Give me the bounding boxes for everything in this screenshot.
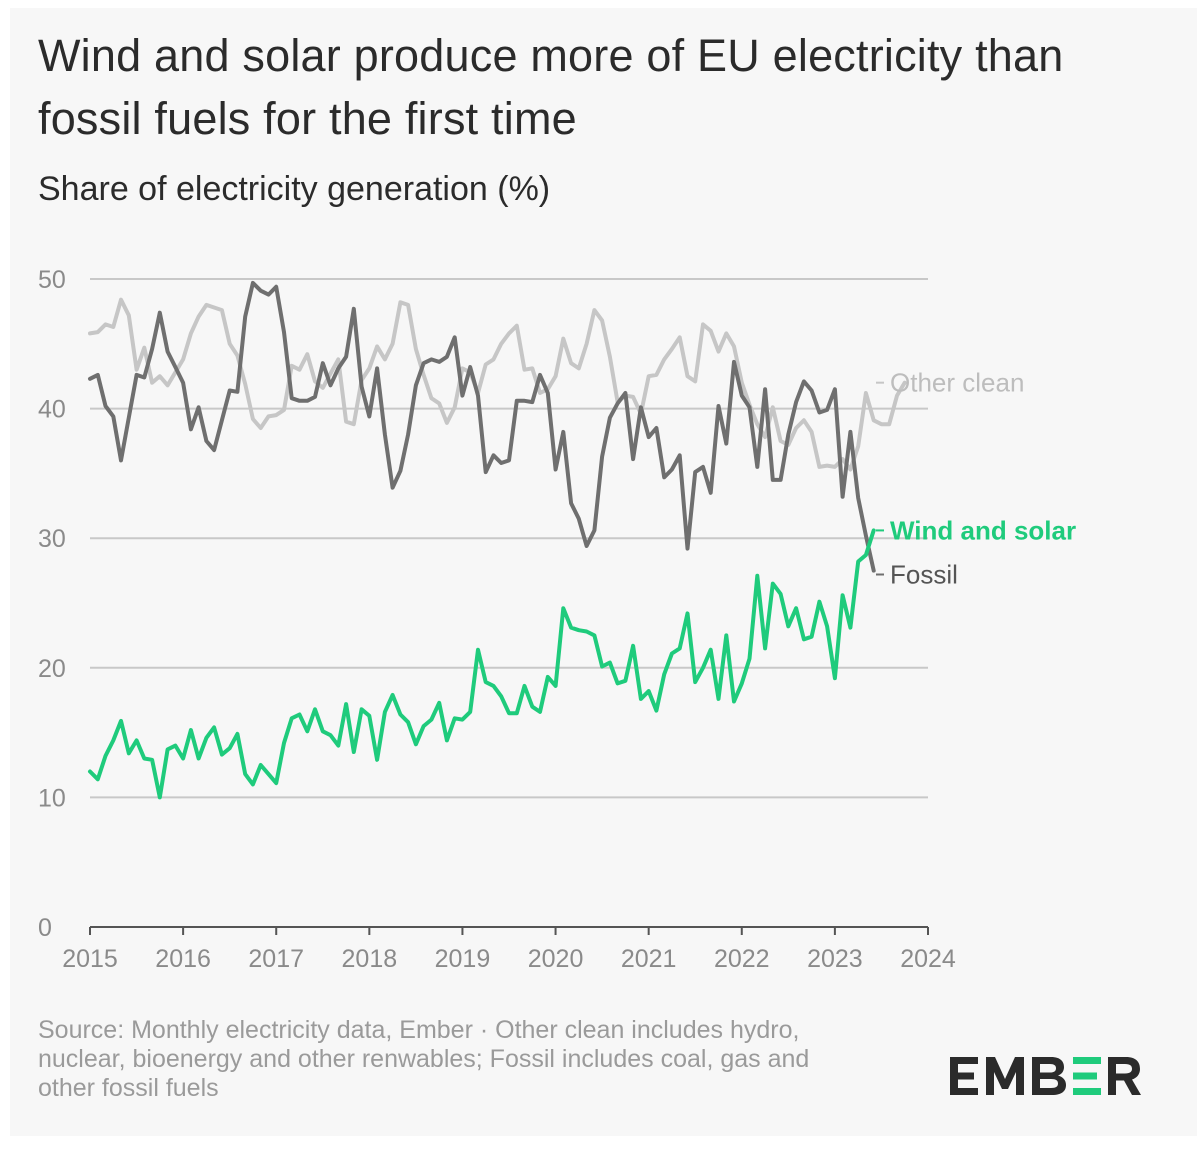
x-tick-label: 2016 xyxy=(155,945,211,973)
chart-title: Wind and solar produce more of EU electr… xyxy=(38,30,1064,144)
x-tick-label: 2024 xyxy=(900,945,956,973)
grid-layer: 0 10 20 30 40 50 2015 2016 2017 2018 2019 2020 2021 2… xyxy=(38,266,956,973)
x-tick-label: 2018 xyxy=(342,945,398,973)
chart-plot: 0 10 20 30 40 50 2015 2016 2017 2018 2019 2020 2021 2… xyxy=(38,266,1076,973)
y-tick-label: 40 xyxy=(38,396,66,424)
x-tick-label: 2022 xyxy=(714,945,770,973)
y-tick-label: 30 xyxy=(38,525,66,553)
series-line-wind-and-solar xyxy=(88,528,876,800)
x-tick-label: 2015 xyxy=(62,945,118,973)
x-tick-label: 2021 xyxy=(621,945,677,973)
series-label-other-clean: Other clean xyxy=(890,368,1024,398)
ember-logo xyxy=(950,1057,1141,1095)
y-tick-label: 50 xyxy=(38,266,66,294)
x-tick-label: 2017 xyxy=(248,945,304,973)
x-tick-label: 2020 xyxy=(528,945,584,973)
series-line-other-clean xyxy=(88,297,907,472)
label-layer: Other clean Fossil Wind and solar xyxy=(876,368,1076,589)
y-tick-label: 20 xyxy=(38,655,66,683)
source-note: Source: Monthly electricity data, Ember … xyxy=(38,1016,810,1102)
y-tick-label: 0 xyxy=(38,914,52,942)
y-tick-label: 10 xyxy=(38,784,66,812)
series-layer xyxy=(88,280,907,800)
series-label-fossil: Fossil xyxy=(890,559,958,589)
chart-card xyxy=(10,8,1197,1136)
series-label-wind-and-solar: Wind and solar xyxy=(890,515,1076,545)
x-tick-label: 2023 xyxy=(807,945,863,973)
chart-subtitle: Share of electricity generation (%) xyxy=(38,170,551,208)
x-tick-label: 2019 xyxy=(435,945,491,973)
series-line-fossil xyxy=(88,280,876,573)
